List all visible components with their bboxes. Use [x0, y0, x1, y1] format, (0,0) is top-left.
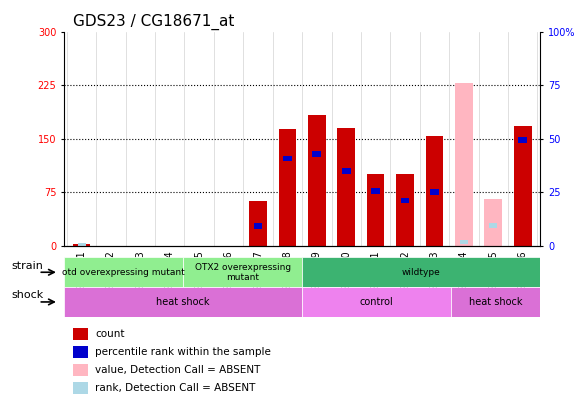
- Bar: [396, 174, 414, 246]
- Bar: [455, 83, 473, 246]
- Bar: [283, 156, 292, 162]
- Bar: [73, 328, 88, 340]
- Bar: [78, 243, 85, 246]
- Bar: [485, 199, 502, 246]
- Text: rank, Detection Call = ABSENT: rank, Detection Call = ABSENT: [95, 383, 255, 394]
- Text: OTX2 overexpressing
mutant: OTX2 overexpressing mutant: [195, 263, 290, 282]
- Text: shock: shock: [12, 290, 44, 301]
- Text: heat shock: heat shock: [156, 297, 210, 307]
- Bar: [302, 257, 540, 287]
- Bar: [371, 188, 380, 194]
- Text: percentile rank within the sample: percentile rank within the sample: [95, 347, 271, 357]
- Text: otd overexpressing mutant: otd overexpressing mutant: [62, 268, 185, 277]
- Bar: [73, 364, 88, 377]
- Text: control: control: [360, 297, 393, 307]
- Bar: [249, 201, 267, 246]
- Text: heat shock: heat shock: [469, 297, 522, 307]
- Text: strain: strain: [12, 261, 44, 271]
- Bar: [489, 223, 497, 228]
- Bar: [64, 257, 183, 287]
- Bar: [514, 126, 532, 246]
- Bar: [73, 244, 91, 246]
- Bar: [279, 129, 296, 246]
- Bar: [313, 151, 321, 157]
- Bar: [401, 198, 410, 204]
- Bar: [308, 115, 325, 246]
- Bar: [367, 174, 385, 246]
- Text: GDS23 / CG18671_at: GDS23 / CG18671_at: [73, 14, 235, 30]
- Bar: [183, 257, 302, 287]
- Bar: [73, 383, 88, 394]
- Bar: [253, 223, 263, 229]
- Text: count: count: [95, 329, 124, 339]
- Bar: [73, 346, 88, 358]
- Text: value, Detection Call = ABSENT: value, Detection Call = ABSENT: [95, 366, 260, 375]
- Bar: [64, 287, 302, 317]
- Bar: [338, 128, 355, 246]
- Bar: [430, 189, 439, 195]
- Bar: [460, 240, 468, 244]
- Bar: [426, 137, 443, 246]
- Bar: [518, 137, 527, 143]
- Text: wildtype: wildtype: [402, 268, 440, 277]
- Bar: [342, 168, 351, 173]
- Bar: [451, 287, 540, 317]
- Bar: [302, 287, 451, 317]
